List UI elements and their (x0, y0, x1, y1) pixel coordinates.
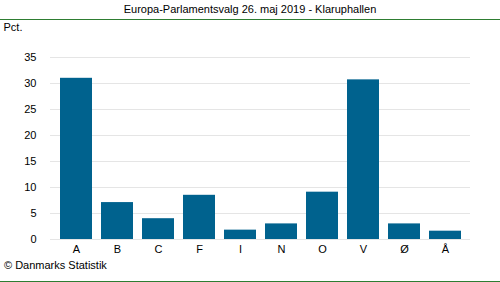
svg-text:20: 20 (24, 129, 36, 141)
svg-text:V: V (360, 243, 368, 255)
svg-text:10: 10 (24, 181, 36, 193)
svg-text:B: B (114, 243, 121, 255)
svg-text:Pct.: Pct. (4, 21, 23, 33)
html-text:© Danmarks Statistik: © Danmarks Statistik (4, 259, 107, 271)
svg-text:C: C (155, 243, 163, 255)
svg-text:0: 0 (30, 233, 36, 245)
svg-text:25: 25 (24, 103, 36, 115)
svg-text:Ø: Ø (400, 243, 409, 255)
svg-text:30: 30 (24, 77, 36, 89)
svg-text:O: O (318, 243, 327, 255)
svg-text:5: 5 (30, 207, 36, 219)
svg-text:N: N (278, 243, 286, 255)
svg-text:Å: Å (442, 243, 450, 255)
svg-text:I: I (239, 243, 242, 255)
svg-text:35: 35 (24, 51, 36, 63)
svg-text:F: F (196, 243, 203, 255)
svg-text:15: 15 (24, 155, 36, 167)
html-text:Europa-Parlamentsvalg 26. maj: Europa-Parlamentsvalg 26. maj 2019 - Kla… (123, 3, 377, 15)
svg-text:A: A (73, 243, 81, 255)
